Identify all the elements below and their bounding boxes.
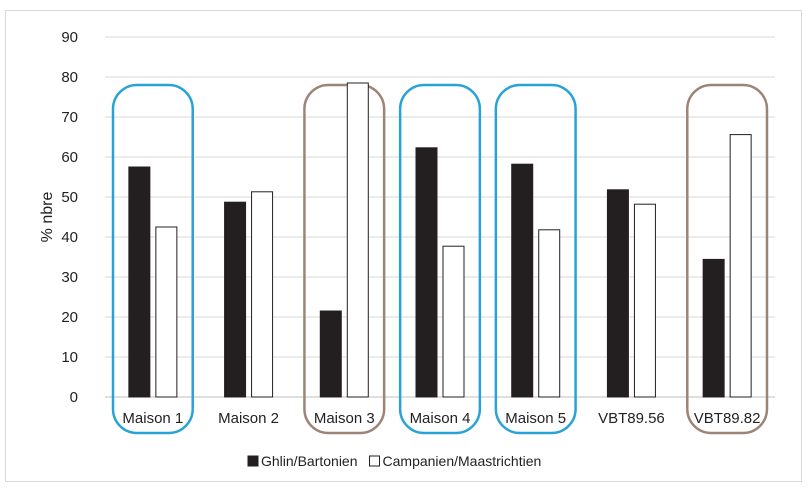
y-tick-label: 60: [61, 149, 78, 166]
y-tick-label: 10: [61, 349, 78, 366]
y-tick-label: 90: [61, 29, 78, 46]
highlight-outline: [303, 83, 386, 435]
y-tick-label: 40: [61, 229, 78, 246]
highlight-outlines: [111, 83, 769, 435]
y-tick-label: 70: [61, 109, 78, 126]
x-category-label: Maison 1: [122, 410, 183, 427]
highlight-outline: [686, 83, 769, 435]
bar-ghlin: [415, 147, 438, 398]
x-category-label: VBT89.82: [694, 410, 761, 427]
legend-label: Campanien/Maastrichtien: [383, 453, 542, 469]
y-axis-title: % nbre: [39, 192, 56, 243]
bar-ghlin: [319, 310, 342, 398]
gridlines: [105, 36, 775, 398]
y-tick-labels: 0 10 20 30 40 50 60 70 80 90: [61, 29, 78, 406]
bars: [128, 82, 752, 398]
x-category-label: Maison 4: [410, 410, 471, 427]
bar-ghlin: [224, 201, 247, 398]
x-category-label: Maison 5: [505, 410, 566, 427]
highlight-outline: [398, 83, 482, 435]
y-tick-label: 0: [70, 389, 78, 406]
bar-campanien: [346, 82, 369, 398]
x-category-label: Maison 2: [218, 410, 279, 427]
bar-ghlin: [606, 189, 629, 398]
bar-ghlin: [511, 163, 534, 398]
bar-campanien: [729, 134, 752, 398]
bar-campanien: [633, 203, 656, 398]
y-tick-label: 30: [61, 269, 78, 286]
y-tick-label: 50: [61, 189, 78, 206]
bar-campanien: [155, 226, 178, 398]
legend: Ghlin/Bartonien Campanien/Maastrichtien: [247, 453, 542, 469]
legend-swatch: [369, 455, 381, 467]
bar-ghlin: [128, 166, 151, 398]
bar-campanien: [442, 245, 465, 398]
highlight-outline: [494, 83, 577, 435]
bar-campanien: [251, 191, 274, 398]
bar-ghlin: [702, 258, 725, 398]
y-tick-label: 80: [61, 69, 78, 86]
legend-swatch: [247, 455, 259, 467]
x-category-label: VBT89.56: [598, 410, 665, 427]
x-category-labels: Maison 1 Maison 2 Maison 3 Maison 4 Maison 5…: [122, 410, 760, 427]
bar-campanien: [538, 229, 561, 398]
highlight-outline: [111, 83, 194, 435]
x-category-label: Maison 3: [314, 410, 375, 427]
y-tick-label: 20: [61, 309, 78, 326]
legend-label: Ghlin/Bartonien: [261, 453, 358, 469]
